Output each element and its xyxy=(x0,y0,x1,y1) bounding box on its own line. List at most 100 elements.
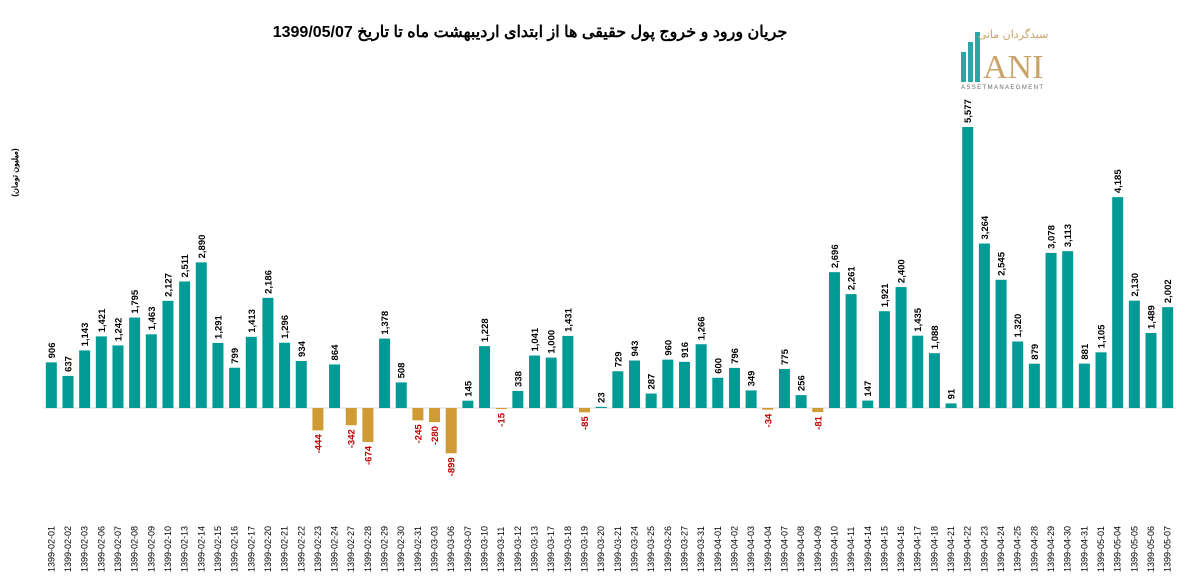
data-label: 729 xyxy=(613,351,624,367)
x-tick-label: 1399-02-27 xyxy=(346,526,356,572)
data-label: -444 xyxy=(313,434,324,454)
x-tick-label: 1399-03-19 xyxy=(580,526,590,572)
bar xyxy=(612,371,624,408)
x-tick-label: 1399-02-31 xyxy=(413,526,423,572)
data-label: 1,413 xyxy=(247,309,258,333)
x-tick-label: 1399-04-30 xyxy=(1063,526,1073,572)
x-tick-label: 1399-04-09 xyxy=(813,526,823,572)
data-label: 796 xyxy=(730,348,741,364)
bar xyxy=(962,127,974,408)
logo-mark: ANI xyxy=(983,49,1043,86)
bar xyxy=(145,334,157,408)
x-tick-label: 1399-03-06 xyxy=(446,526,456,572)
bar xyxy=(1145,332,1157,408)
x-tick-label: 1399-05-01 xyxy=(1096,526,1106,572)
data-label: -34 xyxy=(763,413,774,427)
bar xyxy=(229,367,241,408)
bar xyxy=(662,359,674,408)
x-tick-label: 1399-05-07 xyxy=(1163,526,1173,572)
bar xyxy=(495,408,507,409)
data-label: 287 xyxy=(647,374,658,390)
data-label: 147 xyxy=(863,381,874,397)
x-tick-label: 1399-04-24 xyxy=(996,526,1006,572)
x-tick-label: 1399-03-27 xyxy=(679,526,689,572)
bar xyxy=(1078,363,1090,408)
bar xyxy=(479,346,491,408)
data-label: 2,127 xyxy=(163,273,174,297)
x-tick-label: 1399-02-29 xyxy=(380,526,390,572)
data-label: -674 xyxy=(363,445,374,465)
data-label: 145 xyxy=(463,380,474,397)
bar xyxy=(445,408,457,454)
x-tick-label: 1399-04-07 xyxy=(779,526,789,572)
bar xyxy=(878,311,890,408)
bar xyxy=(1162,307,1174,408)
bar xyxy=(429,408,441,423)
x-tick-label: 1399-02-07 xyxy=(113,526,123,572)
x-tick-label: 1399-03-10 xyxy=(480,526,490,572)
data-label: 1,795 xyxy=(130,289,141,313)
x-tick-label: 1399-03-07 xyxy=(463,526,473,572)
data-label: 1,435 xyxy=(913,307,924,331)
data-label: 1,266 xyxy=(697,316,708,340)
data-label: 934 xyxy=(297,340,308,357)
x-tick-label: 1399-03-13 xyxy=(530,526,540,572)
x-tick-label: 1399-02-17 xyxy=(246,526,256,572)
bar xyxy=(762,408,774,410)
x-tick-label: 1399-03-31 xyxy=(696,526,706,572)
data-label: -15 xyxy=(497,412,508,426)
bar xyxy=(678,361,690,408)
x-tick-label: 1399-04-25 xyxy=(1013,526,1023,572)
x-tick-label: 1399-03-11 xyxy=(496,527,506,572)
logo-brand-fa: سبدگردان مانی xyxy=(978,28,1049,41)
bar xyxy=(562,335,574,408)
data-label: -899 xyxy=(447,457,458,476)
bar xyxy=(45,362,57,408)
bar xyxy=(62,375,74,408)
logo-brand-en: ASSETMANAEGMENT xyxy=(961,85,1043,91)
x-tick-label: 1399-02-08 xyxy=(130,526,140,572)
data-label: 1,000 xyxy=(547,330,558,354)
x-tick-label: 1399-02-16 xyxy=(230,526,240,572)
data-label: 943 xyxy=(630,341,641,357)
bar xyxy=(845,294,857,408)
data-label: 508 xyxy=(397,363,408,379)
x-tick-label: 1399-04-17 xyxy=(913,526,923,572)
data-label: 1,378 xyxy=(380,311,391,335)
bar xyxy=(345,408,357,426)
x-tick-label: 1399-02-24 xyxy=(330,526,340,572)
bar xyxy=(1028,363,1040,408)
x-tick-label: 1399-04-29 xyxy=(1046,526,1056,572)
bar xyxy=(795,395,807,408)
x-tick-label: 1399-03-18 xyxy=(563,526,573,572)
x-tick-label: 1399-04-10 xyxy=(829,526,839,572)
data-label: 1,041 xyxy=(530,327,541,351)
data-label: 349 xyxy=(747,371,758,387)
bar xyxy=(512,390,524,408)
x-tick-label: 1399-02-14 xyxy=(196,526,206,572)
data-label: 799 xyxy=(230,348,241,364)
x-tick-label: 1399-04-11 xyxy=(846,527,856,572)
x-tick-label: 1399-02-02 xyxy=(63,526,73,572)
bar xyxy=(945,403,957,408)
bar xyxy=(312,408,324,431)
x-tick-label: 1399-03-21 xyxy=(613,526,623,572)
data-label: 1,421 xyxy=(97,308,108,332)
data-label: 775 xyxy=(780,348,791,365)
data-label: 916 xyxy=(680,342,691,358)
x-tick-label: 1399-03-26 xyxy=(663,526,673,572)
data-label: 1,291 xyxy=(213,314,224,338)
data-label: 879 xyxy=(1030,344,1041,360)
bar xyxy=(778,368,790,408)
x-tick-label: 1399-02-28 xyxy=(363,526,373,572)
bar xyxy=(212,342,224,408)
data-label: 3,113 xyxy=(1063,224,1074,247)
x-tick-label: 1399-02-09 xyxy=(146,526,156,572)
data-label: -342 xyxy=(347,429,358,448)
data-label: 2,186 xyxy=(263,270,274,294)
data-label: 1,105 xyxy=(1097,324,1108,348)
chart-title: جریان ورود و خروج پول حقیقی ها از ابتدای… xyxy=(272,24,788,41)
bar xyxy=(828,272,840,408)
data-label: 1,320 xyxy=(1013,314,1024,338)
